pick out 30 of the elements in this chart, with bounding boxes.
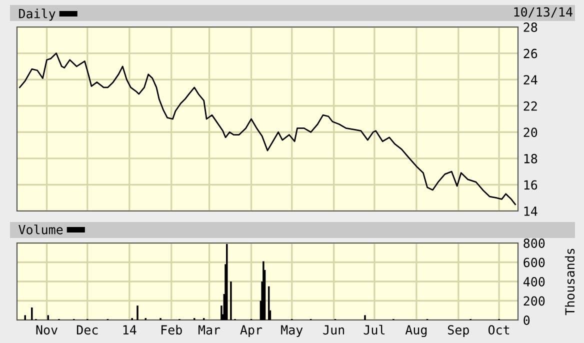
x-tick-label: Oct bbox=[488, 325, 510, 335]
y-tick-label: 800 bbox=[524, 238, 545, 248]
y-tick-label: 26 bbox=[524, 48, 538, 58]
x-tick-label: Sep bbox=[448, 325, 469, 338]
y-tick-label: 400 bbox=[523, 277, 545, 286]
x-tick-label: Aug bbox=[405, 325, 427, 338]
legend-label: Volume bbox=[18, 224, 63, 234]
x-tick-label: Feb bbox=[161, 324, 182, 335]
y-tick-label: 22 bbox=[524, 101, 537, 111]
legend-label: Daily bbox=[19, 8, 56, 21]
x-tick-label: Nov bbox=[36, 325, 58, 335]
y-tick-label: 16 bbox=[524, 180, 538, 190]
y-tick-label: 18 bbox=[524, 154, 538, 164]
y-tick-label: 20 bbox=[524, 128, 538, 138]
x-tick-label: Dec bbox=[76, 325, 98, 335]
y-tick-label: 24 bbox=[524, 75, 538, 84]
y-tick-label: 0 bbox=[524, 316, 530, 325]
text: 10/13/14 bbox=[514, 7, 572, 18]
x-tick-label: May bbox=[281, 325, 303, 338]
y-axis-title: Thousands bbox=[564, 248, 575, 316]
y-tick-label: 28 bbox=[524, 22, 538, 32]
x-tick-label: Jul bbox=[364, 324, 385, 335]
x-tick-label: Mar bbox=[198, 325, 220, 335]
x-tick-label: 14 bbox=[123, 325, 136, 334]
y-tick-label: 200 bbox=[524, 296, 545, 306]
x-tick-label: Apr bbox=[240, 325, 262, 338]
y-tick-label: 600 bbox=[524, 258, 545, 268]
line-series bbox=[19, 52, 516, 206]
y-tick-label: 14 bbox=[524, 206, 538, 216]
x-tick-label: Jun bbox=[323, 325, 344, 335]
